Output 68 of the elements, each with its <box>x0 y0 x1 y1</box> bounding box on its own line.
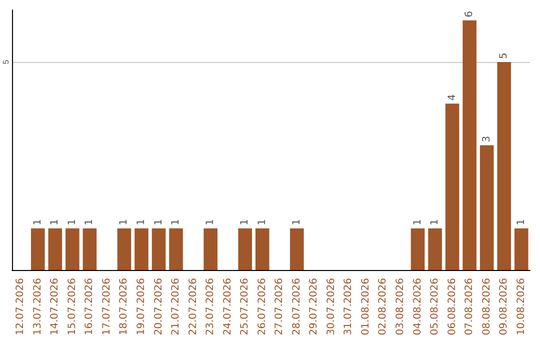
bar <box>480 145 494 270</box>
bar <box>117 228 132 270</box>
bar <box>238 228 252 270</box>
x-tick-label: 04.08.2026 <box>412 278 424 336</box>
data-label: 1 <box>66 219 78 226</box>
x-tick-label: 18.07.2026 <box>118 278 130 336</box>
x-tick-label: 17.07.2026 <box>101 278 112 336</box>
data-label: 1 <box>136 219 147 226</box>
data-label: 1 <box>118 219 130 226</box>
bar <box>255 228 270 270</box>
x-tick-label: 23.07.2026 <box>205 278 216 336</box>
x-tick-label: 13.07.2026 <box>32 278 44 336</box>
x-tick-label: 02.08.2026 <box>378 278 389 336</box>
x-tick-label: 30.07.2026 <box>326 278 337 336</box>
data-label: 1 <box>170 219 182 226</box>
bar <box>66 228 80 270</box>
x-tick-label: 24.07.2026 <box>222 278 234 336</box>
bar <box>134 228 148 270</box>
data-label: 1 <box>256 219 268 226</box>
x-tick-label: 12.07.2026 <box>15 278 26 336</box>
data-label: 1 <box>153 219 164 226</box>
x-tick-label: 31.07.2026 <box>343 278 354 336</box>
bar <box>428 228 442 270</box>
bar <box>204 228 218 270</box>
bar <box>514 228 528 270</box>
data-label: 5 <box>498 52 510 59</box>
bar <box>410 228 425 270</box>
x-tick-label: 28.07.2026 <box>291 278 302 336</box>
x-tick-label: 20.07.2026 <box>153 278 164 336</box>
x-tick-label: 01.08.2026 <box>360 278 372 336</box>
data-label: 4 <box>446 94 458 101</box>
data-label: 1 <box>240 219 251 226</box>
data-label: 1 <box>430 219 441 226</box>
x-tick-label: 07.08.2026 <box>464 278 476 336</box>
x-tick-label: 25.07.2026 <box>240 278 251 336</box>
bar <box>462 20 476 270</box>
bar <box>30 228 45 270</box>
x-tick-label: 10.08.2026 <box>516 278 527 336</box>
x-tick-label: 27.07.2026 <box>274 278 286 336</box>
x-tick-label: 15.07.2026 <box>66 278 78 336</box>
x-tick-label: 16.07.2026 <box>84 278 96 336</box>
data-label: 3 <box>481 136 492 142</box>
bar <box>290 228 304 270</box>
data-label: 1 <box>412 219 424 226</box>
data-label: 1 <box>516 219 527 226</box>
x-tick-label: 22.07.2026 <box>188 278 199 336</box>
x-tick-label: 29.07.2026 <box>308 278 320 336</box>
x-tick-label: 08.08.2026 <box>481 278 492 336</box>
bar <box>445 104 460 270</box>
x-tick-label: 26.07.2026 <box>256 278 268 336</box>
data-label: 1 <box>205 219 216 226</box>
bar <box>152 228 166 270</box>
x-tick-label: 21.07.2026 <box>170 278 182 336</box>
x-tick-label: 19.07.2026 <box>136 278 147 336</box>
x-tick-label: 14.07.2026 <box>50 278 61 336</box>
data-label: 1 <box>291 219 302 226</box>
x-tick-label: 03.08.2026 <box>395 278 406 336</box>
x-tick-label: 06.08.2026 <box>446 278 458 336</box>
x-tick-label: 09.08.2026 <box>498 278 510 336</box>
bar <box>169 228 183 270</box>
x-tick-label: 05.08.2026 <box>430 278 441 336</box>
data-label: 1 <box>50 219 61 226</box>
bar <box>82 228 97 270</box>
data-label: 1 <box>84 219 96 226</box>
data-label: 6 <box>464 11 476 18</box>
bar <box>497 62 512 270</box>
data-label: 1 <box>32 219 44 226</box>
bar <box>48 228 62 270</box>
